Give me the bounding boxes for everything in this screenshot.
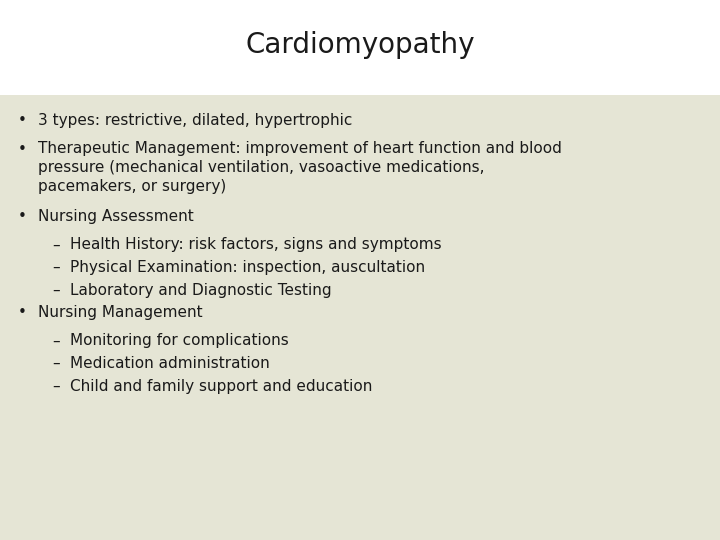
Text: Nursing Management: Nursing Management [38, 305, 202, 320]
Text: –: – [52, 260, 60, 275]
Text: Therapeutic Management: improvement of heart function and blood
pressure (mechan: Therapeutic Management: improvement of h… [38, 141, 562, 194]
Text: Monitoring for complications: Monitoring for complications [70, 334, 289, 348]
Text: –: – [52, 334, 60, 348]
Text: –: – [52, 356, 60, 371]
Text: Cardiomyopathy: Cardiomyopathy [246, 31, 474, 59]
Text: •: • [18, 209, 27, 224]
Text: Nursing Assessment: Nursing Assessment [38, 209, 194, 224]
Text: Health History: risk factors, signs and symptoms: Health History: risk factors, signs and … [70, 238, 441, 253]
Text: Child and family support and education: Child and family support and education [70, 379, 372, 394]
Text: –: – [52, 379, 60, 394]
Text: 3 types: restrictive, dilated, hypertrophic: 3 types: restrictive, dilated, hypertrop… [38, 113, 352, 128]
Text: –: – [52, 282, 60, 298]
Text: •: • [18, 305, 27, 320]
Text: •: • [18, 141, 27, 157]
Text: –: – [52, 238, 60, 253]
Text: Physical Examination: inspection, auscultation: Physical Examination: inspection, auscul… [70, 260, 425, 275]
Text: Laboratory and Diagnostic Testing: Laboratory and Diagnostic Testing [70, 282, 332, 298]
Text: •: • [18, 113, 27, 128]
Text: Medication administration: Medication administration [70, 356, 270, 371]
FancyBboxPatch shape [0, 95, 720, 540]
